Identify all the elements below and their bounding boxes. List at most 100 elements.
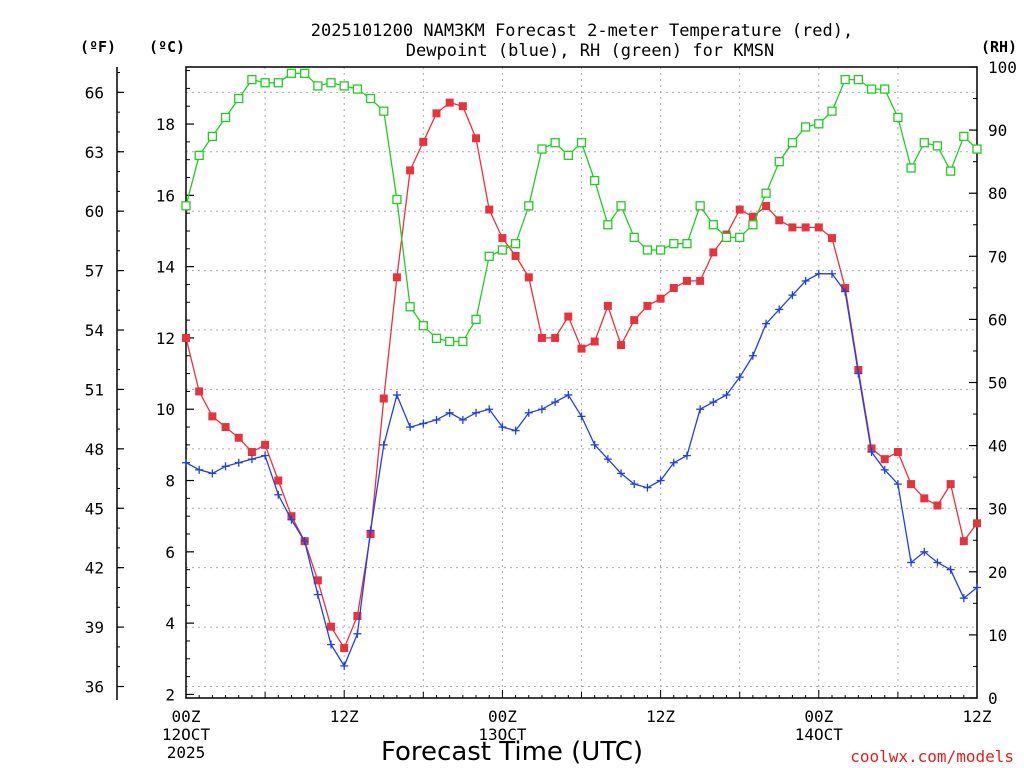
dewpoint-point [827, 269, 836, 278]
rh-tick-label: 30 [988, 500, 1007, 519]
c-tick-label: 12 [156, 329, 175, 348]
series-rh [181, 68, 982, 347]
rh-point [471, 314, 481, 325]
rh-point [906, 163, 916, 173]
rh-point [392, 194, 402, 205]
dewpoint-point [485, 405, 494, 414]
dewpoint-point [577, 412, 586, 421]
temperature-point [313, 576, 322, 585]
dewpoint-point [893, 480, 902, 489]
rh-point [550, 138, 560, 148]
dewpoint-point [221, 462, 230, 471]
temperature-point [762, 202, 771, 211]
rh-point [814, 119, 824, 129]
chart-title-line-2: Dewpoint (blue), RH (green) for KMSN [406, 41, 774, 61]
dewpoint-point [617, 469, 626, 478]
dewpoint-point [327, 640, 336, 649]
rh-point [919, 138, 929, 148]
temperature-point [274, 476, 283, 485]
dewpoint-point [814, 269, 823, 278]
temperature-point [880, 455, 889, 464]
rh-point [563, 150, 573, 160]
dewpoint-point [537, 405, 546, 414]
temperature-point [590, 337, 599, 346]
f-tick-label: 63 [85, 143, 104, 162]
c-tick-label: 10 [156, 400, 175, 419]
temperature-point [327, 622, 336, 631]
dewpoint-point [696, 405, 705, 414]
dewpoint-point [208, 469, 217, 478]
temperature-point [392, 273, 401, 282]
series-layer [181, 68, 982, 670]
c-tick-label: 4 [165, 614, 175, 633]
temperature-point [182, 333, 190, 342]
dewpoint-point [630, 480, 639, 489]
rh-point [669, 239, 679, 249]
rh-point [655, 245, 666, 255]
temperature-point [247, 448, 256, 457]
rh-point [603, 220, 613, 230]
f-tick-label: 36 [85, 678, 104, 697]
x-tick-label: 12Z [646, 707, 675, 726]
dewpoint-point [669, 458, 678, 467]
rh-tick-label: 40 [988, 437, 1007, 456]
f-tick-label: 48 [85, 440, 104, 459]
rh-point [590, 175, 600, 186]
rh-point [524, 201, 534, 211]
rh-point [880, 84, 890, 94]
dewpoint-point [419, 419, 428, 428]
rh-point [181, 201, 191, 211]
rh-point [220, 112, 231, 123]
dewpoint-point [366, 526, 375, 535]
dewpoint-point [458, 415, 467, 424]
dewpoint-point [682, 451, 691, 460]
temperature-point [643, 301, 652, 310]
rh-unit-label: (RH) [981, 38, 1017, 56]
rh-point [840, 74, 850, 85]
rh-point [932, 141, 943, 151]
rh-point [207, 131, 218, 142]
dewpoint-point [603, 455, 612, 464]
rh-point [787, 138, 798, 148]
temperature-point [353, 612, 362, 621]
dewpoint-point [445, 408, 454, 417]
rh-point [576, 138, 587, 148]
temperature-point [933, 501, 942, 510]
temperature-point [617, 341, 626, 350]
rh-tick-label: 90 [988, 121, 1007, 140]
temperature-point [748, 212, 757, 221]
rh-point [642, 245, 653, 255]
dewpoint-point [933, 558, 942, 567]
rh-point [247, 74, 257, 85]
dewpoint-point [709, 398, 718, 407]
x-tick-label: 00Z [172, 707, 201, 726]
x-tick-label: 00Z [488, 707, 517, 726]
axes: 36 39 42 45 48 51 54 57 60 63 66 2 4 6 8 10 12 14 16 18 0 10 2… [85, 58, 1017, 708]
fahrenheit-unit-label: (ºF) [80, 38, 116, 56]
c-tick-label: 14 [156, 258, 175, 277]
dewpoint-point [867, 448, 876, 457]
temperature-point [577, 344, 586, 353]
temperature-point [920, 494, 929, 503]
temperature-point [696, 276, 705, 285]
rh-point [800, 122, 811, 132]
temperature-point [340, 644, 349, 653]
rh-point [893, 112, 903, 123]
dewpoint-point [300, 537, 309, 546]
temperature-point [537, 333, 546, 342]
rh-point [682, 239, 692, 249]
f-tick-label: 39 [85, 618, 104, 637]
dewpoint-point [762, 319, 771, 328]
dewpoint-point [590, 440, 599, 449]
rh-point [866, 84, 877, 94]
temperature-point [959, 537, 968, 546]
chart-title-line-1: 2025101200 NAM3KM Forecast 2-meter Tempe… [311, 21, 853, 41]
rh-tick-label: 80 [988, 184, 1007, 203]
rh-point [853, 74, 863, 85]
f-tick-label: 60 [85, 202, 104, 221]
rh-point [260, 78, 270, 88]
rh-point [748, 220, 758, 230]
dewpoint-point [788, 291, 797, 300]
temperature-point [551, 333, 560, 342]
